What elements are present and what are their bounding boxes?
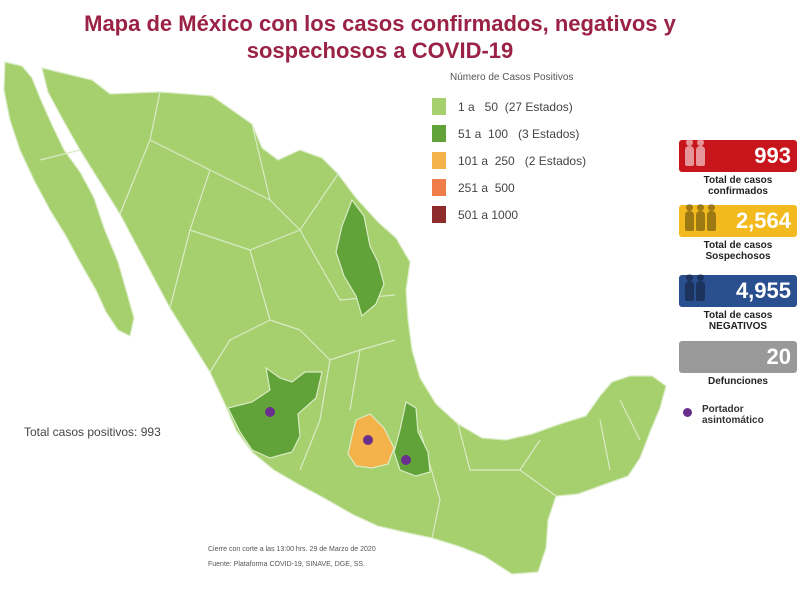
page-title: Mapa de México con los casos confirmados… <box>0 10 760 64</box>
stat-confirmados: 993 Total de casos confirmados <box>679 139 797 197</box>
legend-rows: 1 a 50 (27 Estados) 51 a 100 (3 Estados) 1… <box>432 93 586 228</box>
map-border-baja <box>39 149 81 161</box>
portador-dot-cdmx <box>363 435 373 445</box>
portador-dot-icon <box>683 408 692 417</box>
portador-legend: Portador asintomático <box>683 404 782 426</box>
people-icon <box>685 274 705 301</box>
footer-notes: Cierre con corte a las 13:00 hrs. 29 de … <box>208 542 376 572</box>
legend-row: 1 a 50 (27 Estados) <box>432 93 586 120</box>
map-region-baja-california <box>3 61 135 337</box>
stat-value: 4,955 <box>735 278 791 303</box>
map-state-jalisco <box>227 366 323 459</box>
legend-row: 251 a 500 <box>432 174 586 201</box>
stat-negativos: 4,955 Total de casos NEGATIVOS <box>679 274 797 332</box>
stat-box: 2,564 <box>679 204 797 237</box>
stat-box: 4,955 <box>679 274 797 307</box>
title-line-1: Mapa de México con los casos confirmados… <box>84 11 676 36</box>
legend-label: 101 a 250 (2 Estados) <box>458 153 587 168</box>
legend-label: 251 a 500 <box>458 180 515 195</box>
map-state-borders <box>119 91 641 539</box>
legend-label: 51 a 100 (3 Estados) <box>458 126 580 141</box>
legend-row: 51 a 100 (3 Estados) <box>432 120 586 147</box>
legend-swatch <box>432 179 446 196</box>
legend-swatch <box>432 206 446 223</box>
stat-sospechosos: 2,564 Total de casos Sospechosos <box>679 204 797 262</box>
legend-label: 1 a 50 (27 Estados) <box>458 99 573 114</box>
stat-box: 20 <box>679 341 797 373</box>
stat-caption: Total de casos NEGATIVOS <box>703 310 773 332</box>
mexico-map <box>3 61 667 575</box>
stat-caption: Total de casos confirmados <box>703 175 773 197</box>
portador-dot-puebla <box>401 455 411 465</box>
legend-swatch <box>432 152 446 169</box>
footer-line-2: Fuente: Plataforma COVID-19, SINAVE, DGE… <box>208 561 366 568</box>
stat-caption: Total de casos Sospechosos <box>703 240 773 262</box>
people-icon <box>685 204 716 231</box>
footer-line-1: Cierre con corte a las 13:00 hrs. 29 de … <box>208 546 376 553</box>
stat-box: 993 <box>679 139 797 172</box>
legend-swatch <box>432 98 446 115</box>
portador-label: Portador asintomático <box>702 404 764 426</box>
title-line-2: sospechosos a COVID-19 <box>246 38 514 63</box>
legend-label: 501 a 1000 <box>458 207 519 222</box>
stat-value: 20 <box>766 344 791 369</box>
map-state-nuevo-leon <box>335 198 385 318</box>
map-legend: Número de Casos Positivos 1 a 50 (27 Est… <box>432 72 586 228</box>
stat-caption: Defunciones <box>707 376 768 387</box>
stat-value: 993 <box>754 143 791 168</box>
legend-row: 501 a 1000 <box>432 201 586 228</box>
stat-value: 2,564 <box>735 208 791 233</box>
portador-dot-jalisco <box>265 407 275 417</box>
legend-swatch <box>432 125 446 142</box>
legend-title: Número de Casos Positivos <box>450 72 574 83</box>
stat-defunciones: 20 Defunciones <box>679 341 797 387</box>
total-positivos: Total casos positivos: 993 <box>24 425 161 439</box>
legend-row: 101 a 250 (2 Estados) <box>432 147 586 174</box>
people-icon <box>685 139 705 166</box>
map-region-mainland <box>41 67 667 575</box>
